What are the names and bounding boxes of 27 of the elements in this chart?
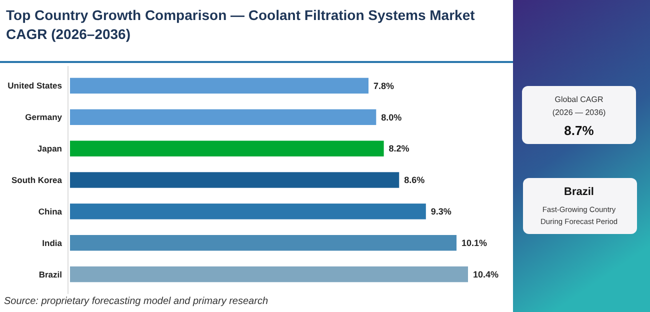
- y-tick-label: India: [42, 238, 62, 248]
- data-label: 10.4%: [473, 269, 499, 280]
- data-label: 8.0%: [381, 112, 402, 122]
- bar: [70, 235, 457, 251]
- chart-title: Top Country Growth Comparison — Coolant Filtration Systems Market CAGR (2026–2036): [6, 7, 476, 42]
- bar: [70, 109, 376, 125]
- bar: [70, 204, 426, 220]
- y-tick-label: United States: [8, 80, 62, 91]
- data-label: 8.6%: [404, 175, 425, 186]
- bar: [70, 78, 368, 94]
- bar: [70, 266, 468, 282]
- text: Global CAGR: [554, 95, 604, 104]
- source-note: Source: proprietary forecasting model and primary research: [4, 296, 268, 307]
- text: (2026 — 2036): [552, 108, 606, 117]
- y-tick-label: Brazil: [38, 269, 62, 280]
- y-tick-label: South Korea: [11, 174, 62, 185]
- bar: [70, 140, 384, 156]
- y-tick-label: Japan: [37, 144, 62, 154]
- data-label: 9.3%: [430, 206, 452, 217]
- text: Brazil: [564, 186, 594, 198]
- data-label: 8.2%: [388, 144, 410, 154]
- data-label: 10.1%: [462, 238, 488, 248]
- text: 8.7%: [564, 123, 594, 138]
- data-label: 7.8%: [374, 80, 394, 91]
- y-tick-label: Germany: [25, 112, 62, 122]
- y-tick-label: China: [38, 206, 62, 216]
- bar: [70, 172, 400, 188]
